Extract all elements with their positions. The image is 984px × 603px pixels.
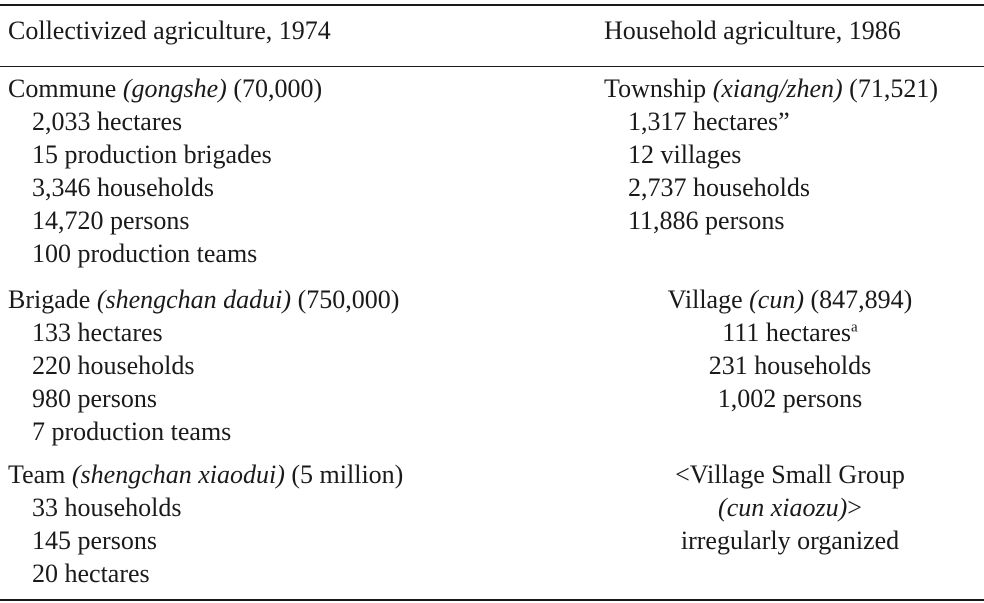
village-small-group-term: (cun xiaozu)> — [718, 493, 862, 522]
township-block: Township (xiang/zhen) (71,521) 1,317 hec… — [604, 72, 938, 237]
column-header-collectivized: Collectivized agriculture, 1974 — [8, 16, 331, 45]
commune-item: 3,346 households — [32, 173, 214, 202]
village-block: Village (cun) (847,894) 111 hectaresa 23… — [620, 283, 960, 415]
team-block: Team (shengchan xiaodui) (5 million) 33 … — [8, 458, 403, 590]
commune-item: 2,033 hectares — [32, 107, 183, 136]
commune-title: Commune (gongshe) (70,000) — [8, 74, 323, 103]
village-small-group-block: <Village Small Group (cun xiaozu)> irreg… — [620, 458, 960, 557]
team-item: 145 persons — [32, 526, 157, 555]
team-item: 20 hectares — [32, 559, 150, 588]
column-header-household: Household agriculture, 1986 — [604, 16, 901, 45]
township-item: 1,317 hectares” — [628, 107, 790, 136]
brigade-block: Brigade (shengchan dadui) (750,000) 133 … — [8, 283, 399, 448]
commune-block: Commune (gongshe) (70,000) 2,033 hectare… — [8, 72, 322, 270]
village-item: 231 households — [708, 351, 872, 380]
brigade-item: 133 hectares — [32, 318, 163, 347]
township-item: 11,886 persons — [628, 206, 785, 235]
township-item: 12 villages — [628, 140, 742, 169]
brigade-title: Brigade (shengchan dadui) (750,000) — [8, 285, 400, 314]
township-item: 2,737 households — [628, 173, 810, 202]
brigade-item: 980 persons — [32, 384, 157, 413]
table-header-rule — [0, 66, 984, 67]
commune-item: 15 production brigades — [32, 140, 272, 169]
footnote-marker: a — [851, 319, 858, 336]
team-title: Team (shengchan xiaodui) (5 million) — [8, 460, 404, 489]
township-title: Township (xiang/zhen) (71,521) — [604, 74, 938, 103]
village-item: 111 hectaresa — [722, 318, 858, 347]
village-item: 1,002 persons — [717, 384, 863, 413]
brigade-item: 7 production teams — [32, 417, 232, 446]
table-bottom-rule — [0, 599, 984, 601]
commune-item: 14,720 persons — [32, 206, 190, 235]
village-small-group-note: irregularly organized — [680, 526, 900, 555]
village-title: Village (cun) (847,894) — [667, 285, 913, 314]
brigade-item: 220 households — [32, 351, 195, 380]
team-item: 33 households — [32, 493, 182, 522]
village-small-group-title: <Village Small Group — [675, 460, 905, 489]
commune-item: 100 production teams — [32, 239, 258, 268]
table-top-rule — [0, 4, 984, 6]
